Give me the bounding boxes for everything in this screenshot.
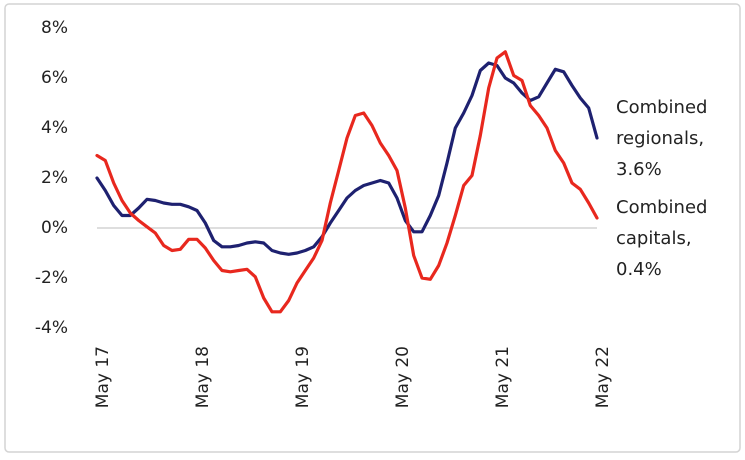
y-tick-label: 8% — [41, 18, 68, 38]
annotation: Combined — [616, 197, 707, 218]
chart-frame — [4, 3, 741, 453]
x-tick-label: May 22 — [593, 346, 613, 408]
x-tick-label: May 21 — [493, 346, 513, 408]
y-tick-label: 0% — [41, 218, 68, 238]
y-tick-label: -4% — [35, 318, 68, 338]
y-tick-label: 2% — [41, 168, 68, 188]
series-line — [95, 50, 599, 314]
x-tick-label: May 19 — [293, 346, 313, 408]
annotation: capitals, — [616, 228, 692, 249]
series-line — [95, 61, 599, 256]
y-tick-label: 4% — [41, 118, 68, 138]
annotation: Combined — [616, 97, 707, 118]
annotation: 0.4% — [616, 259, 662, 280]
x-tick-label: May 18 — [193, 346, 213, 408]
annotation: 3.6% — [616, 159, 662, 180]
y-tick-label: 6% — [41, 68, 68, 88]
x-tick-label: May 20 — [393, 346, 413, 408]
annotation: regionals, — [616, 128, 704, 149]
y-tick-label: -2% — [35, 268, 68, 288]
x-tick-label: May 17 — [93, 346, 113, 408]
